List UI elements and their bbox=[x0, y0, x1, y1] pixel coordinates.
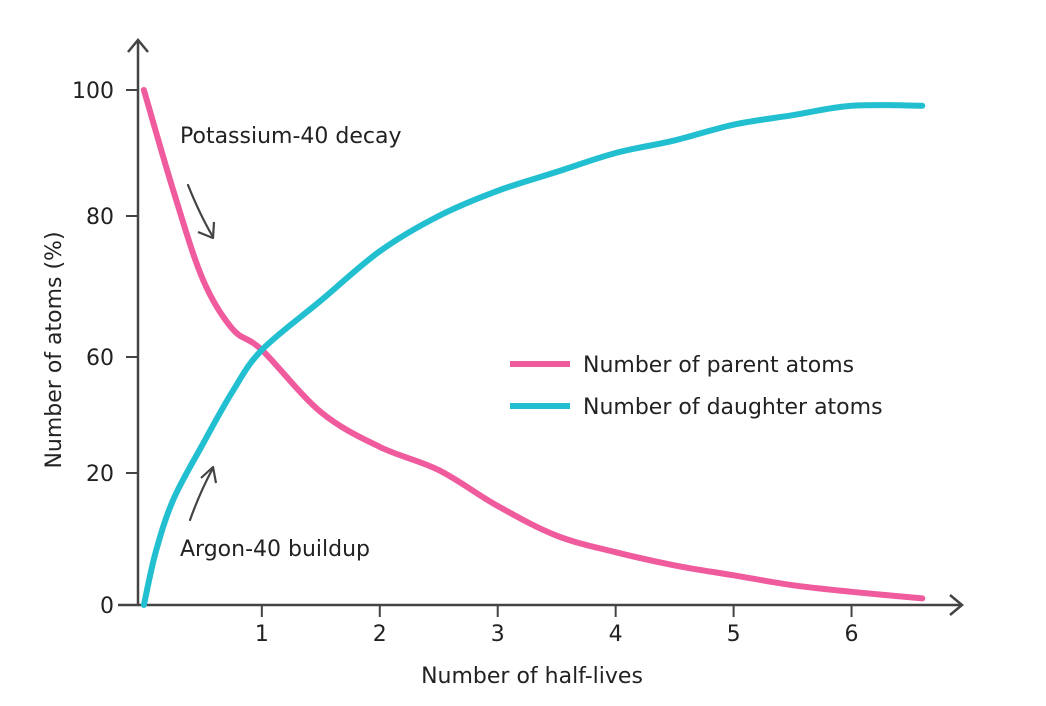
y-axis-title: Number of atoms (%) bbox=[42, 231, 67, 468]
legend-label-parent: Number of parent atoms bbox=[583, 353, 854, 378]
axes bbox=[118, 38, 964, 616]
x-tick-label: 3 bbox=[491, 622, 505, 647]
legend: Number of parent atoms Number of daughter… bbox=[510, 353, 883, 420]
arrow-up-head-icon bbox=[200, 465, 218, 484]
annotation-argon-buildup: Argon-40 buildup bbox=[180, 537, 370, 562]
series-line-daughter-atoms bbox=[140, 102, 926, 608]
x-axis-title: Number of half-lives bbox=[421, 664, 643, 689]
arrow-down-icon bbox=[186, 183, 215, 239]
x-tick-label: 1 bbox=[255, 622, 269, 647]
y-tick-label: 20 bbox=[86, 462, 114, 487]
y-tick-label: 100 bbox=[72, 79, 114, 104]
y-tick-label: 0 bbox=[100, 594, 114, 619]
arrow-down-head-icon bbox=[197, 221, 216, 240]
series-lines bbox=[140, 87, 926, 608]
y-tick-label: 60 bbox=[86, 346, 114, 371]
x-tick-label: 6 bbox=[845, 622, 859, 647]
y-axis-arrowhead bbox=[127, 38, 149, 53]
x-tick-label: 5 bbox=[727, 622, 741, 647]
legend-label-daughter: Number of daughter atoms bbox=[583, 395, 883, 420]
x-tick-label: 4 bbox=[609, 622, 623, 647]
x-axis-arrowhead bbox=[949, 594, 964, 616]
annotations: Potassium-40 decay Argon-40 buildup bbox=[180, 124, 401, 562]
arrow-up-icon bbox=[188, 466, 215, 522]
y-tick-label: 80 bbox=[86, 205, 114, 230]
annotation-potassium-decay: Potassium-40 decay bbox=[180, 124, 401, 149]
x-tick-label: 2 bbox=[373, 622, 387, 647]
series-line-parent-atoms bbox=[140, 87, 926, 602]
